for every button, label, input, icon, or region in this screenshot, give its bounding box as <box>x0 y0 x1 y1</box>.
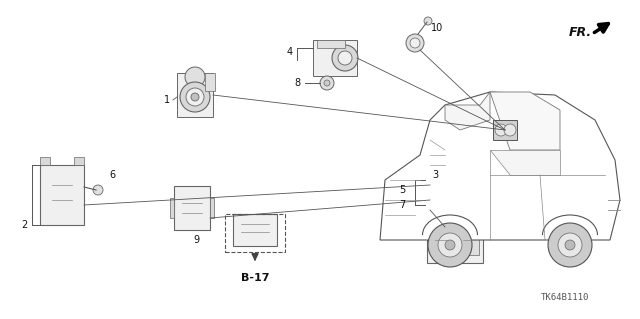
Bar <box>493 120 517 140</box>
Circle shape <box>438 233 462 257</box>
Polygon shape <box>490 92 560 150</box>
Circle shape <box>410 38 420 48</box>
Bar <box>317 40 345 48</box>
Circle shape <box>548 223 592 267</box>
Text: FR.: FR. <box>568 26 591 39</box>
Text: B-17: B-17 <box>241 273 269 283</box>
Circle shape <box>191 93 199 101</box>
Text: 6: 6 <box>109 170 115 180</box>
Circle shape <box>186 88 204 106</box>
Circle shape <box>565 240 575 250</box>
Bar <box>74 157 84 165</box>
Bar <box>210 198 214 218</box>
Bar <box>431 235 451 255</box>
Circle shape <box>406 34 424 52</box>
Circle shape <box>558 233 582 257</box>
Bar <box>174 186 210 230</box>
Bar <box>40 157 50 165</box>
Text: TK64B1110: TK64B1110 <box>541 293 589 302</box>
Bar <box>40 165 84 225</box>
Text: 9: 9 <box>193 235 199 245</box>
Circle shape <box>185 67 205 87</box>
Text: 2: 2 <box>21 220 27 230</box>
Polygon shape <box>380 92 620 240</box>
Circle shape <box>495 124 507 136</box>
Circle shape <box>445 240 455 250</box>
Circle shape <box>324 80 330 86</box>
Text: 10: 10 <box>431 23 443 33</box>
Circle shape <box>332 45 358 71</box>
Circle shape <box>93 185 103 195</box>
Polygon shape <box>490 150 560 175</box>
Bar <box>170 198 174 218</box>
Bar <box>177 73 213 117</box>
Circle shape <box>429 220 435 226</box>
Circle shape <box>320 76 334 90</box>
Bar <box>459 235 479 255</box>
Text: 8: 8 <box>294 78 300 88</box>
Circle shape <box>180 82 210 112</box>
Bar <box>225 214 285 252</box>
Circle shape <box>412 220 418 226</box>
Circle shape <box>409 217 421 229</box>
Circle shape <box>338 51 352 65</box>
Circle shape <box>424 17 432 25</box>
Polygon shape <box>445 92 490 130</box>
Text: 3: 3 <box>432 170 438 180</box>
Text: 7: 7 <box>399 200 405 210</box>
FancyArrowPatch shape <box>595 24 609 33</box>
Text: 5: 5 <box>399 185 405 195</box>
Bar <box>427 227 483 263</box>
Circle shape <box>426 217 438 229</box>
Text: 1: 1 <box>164 95 170 105</box>
Text: 4: 4 <box>287 47 293 57</box>
Bar <box>313 40 357 76</box>
Bar <box>233 214 277 246</box>
Circle shape <box>428 223 472 267</box>
Circle shape <box>504 124 516 136</box>
Bar <box>205 73 215 91</box>
